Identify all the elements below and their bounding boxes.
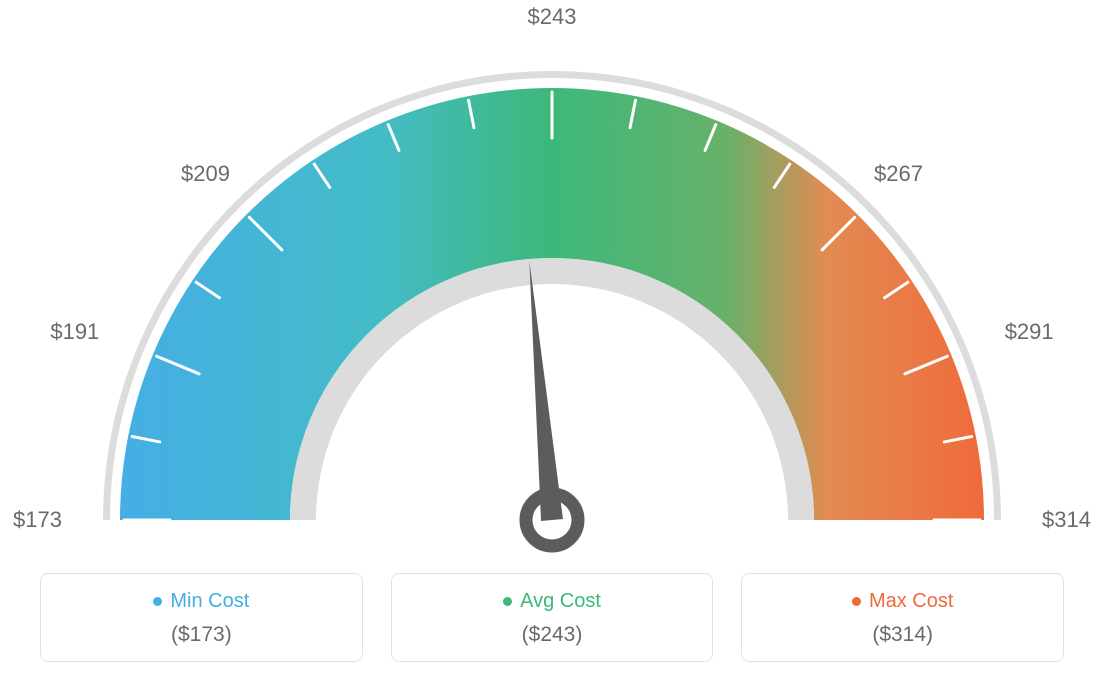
cost-gauge: $173 $191 $209 $243 $267 $291 $314 bbox=[0, 0, 1104, 560]
legend-card-min: Min Cost ($173) bbox=[40, 573, 363, 662]
legend-label-max: Max Cost bbox=[869, 590, 953, 613]
gauge-tick-label: $267 bbox=[874, 161, 923, 187]
legend-title-avg: Avg Cost bbox=[503, 590, 601, 613]
legend-dot-min bbox=[153, 597, 162, 606]
legend-title-max: Max Cost bbox=[852, 590, 953, 613]
legend-row: Min Cost ($173) Avg Cost ($243) Max Cost… bbox=[40, 573, 1064, 662]
legend-dot-max bbox=[852, 597, 861, 606]
legend-dot-avg bbox=[503, 597, 512, 606]
legend-label-avg: Avg Cost bbox=[520, 590, 601, 613]
gauge-tick-label: $291 bbox=[1005, 319, 1054, 345]
legend-card-avg: Avg Cost ($243) bbox=[391, 573, 714, 662]
legend-value-avg: ($243) bbox=[402, 623, 703, 647]
gauge-tick-label: $243 bbox=[528, 4, 577, 30]
gauge-svg bbox=[0, 0, 1104, 560]
legend-label-min: Min Cost bbox=[170, 590, 249, 613]
legend-value-min: ($173) bbox=[51, 623, 352, 647]
legend-card-max: Max Cost ($314) bbox=[741, 573, 1064, 662]
legend-title-min: Min Cost bbox=[153, 590, 249, 613]
gauge-tick-label: $314 bbox=[1042, 507, 1091, 533]
gauge-tick-label: $209 bbox=[181, 161, 230, 187]
gauge-tick-label: $191 bbox=[50, 319, 99, 345]
legend-value-max: ($314) bbox=[752, 623, 1053, 647]
gauge-tick-label: $173 bbox=[13, 507, 62, 533]
